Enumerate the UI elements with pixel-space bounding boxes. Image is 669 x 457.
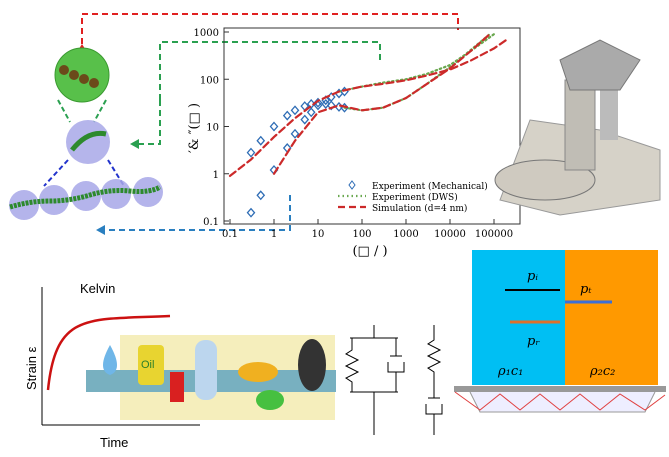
zoom-lines bbox=[58, 100, 106, 122]
legend-label: Simulation (d=4 nm) bbox=[372, 203, 467, 214]
incident-label: pᵢ bbox=[527, 269, 538, 284]
arrow-head bbox=[130, 139, 139, 149]
drop bbox=[103, 345, 117, 375]
transmitted-label: pₜ bbox=[580, 282, 592, 297]
x-tick-label: 1 bbox=[271, 229, 277, 240]
data-point bbox=[257, 191, 264, 199]
plate bbox=[454, 386, 666, 392]
x-tick-label: 0.1 bbox=[222, 229, 238, 240]
data-point bbox=[247, 149, 254, 157]
data-point bbox=[271, 123, 278, 131]
y-label: Strain ε bbox=[24, 346, 39, 390]
x-tick-label: 100 bbox=[352, 229, 371, 240]
x-tick-label: 1000 bbox=[393, 229, 418, 240]
green-connector bbox=[136, 100, 160, 144]
medium-1-label: ρ₁c₁ bbox=[497, 364, 523, 379]
data-point bbox=[301, 116, 308, 124]
data-line bbox=[344, 34, 489, 110]
y-tick-label: 0.1 bbox=[203, 217, 219, 228]
y-tick-label: 1 bbox=[213, 170, 219, 181]
data-point bbox=[284, 112, 291, 120]
data-point bbox=[308, 108, 315, 116]
blob bbox=[66, 120, 110, 164]
legend-label: Experiment (DWS) bbox=[372, 192, 458, 203]
y-axis-label: ′& ″(□ ) bbox=[187, 103, 202, 153]
y-tick-label: 100 bbox=[200, 75, 219, 86]
kelvin-model bbox=[346, 325, 442, 435]
legend-label: Experiment (Mechanical) bbox=[372, 181, 488, 192]
reflected-label: pᵣ bbox=[527, 334, 540, 349]
wedge bbox=[470, 392, 655, 412]
x-tick-label: 100000 bbox=[475, 229, 513, 240]
kelvin-title: Kelvin bbox=[80, 281, 115, 296]
y-tick-label: 1000 bbox=[194, 28, 219, 39]
y-tick-label: 10 bbox=[206, 123, 219, 134]
x-label: Time bbox=[100, 435, 128, 450]
x-tick-label: 10 bbox=[312, 229, 325, 240]
medium-2-label: ρ₂c₂ bbox=[589, 364, 615, 379]
blue-connector bbox=[104, 195, 290, 230]
tire bbox=[298, 339, 326, 391]
jelly bbox=[256, 390, 284, 410]
legend-swatch bbox=[349, 181, 355, 189]
bottle-label: Oil bbox=[141, 359, 154, 371]
lotion bbox=[195, 340, 217, 400]
data-line bbox=[230, 39, 507, 176]
red-connector bbox=[82, 14, 458, 44]
arrow-head bbox=[96, 225, 105, 235]
x-axis-label: (□ / ) bbox=[352, 244, 387, 259]
x-tick-label: 10000 bbox=[434, 229, 466, 240]
glue bbox=[170, 372, 184, 402]
data-point bbox=[291, 106, 298, 114]
data-point bbox=[257, 137, 264, 145]
cheese bbox=[238, 362, 278, 382]
figure: 0.1 1 10 100 1000 10000 100000 0.1 1 10 100 1000 (□ … bbox=[0, 0, 669, 453]
data-point bbox=[247, 209, 254, 217]
